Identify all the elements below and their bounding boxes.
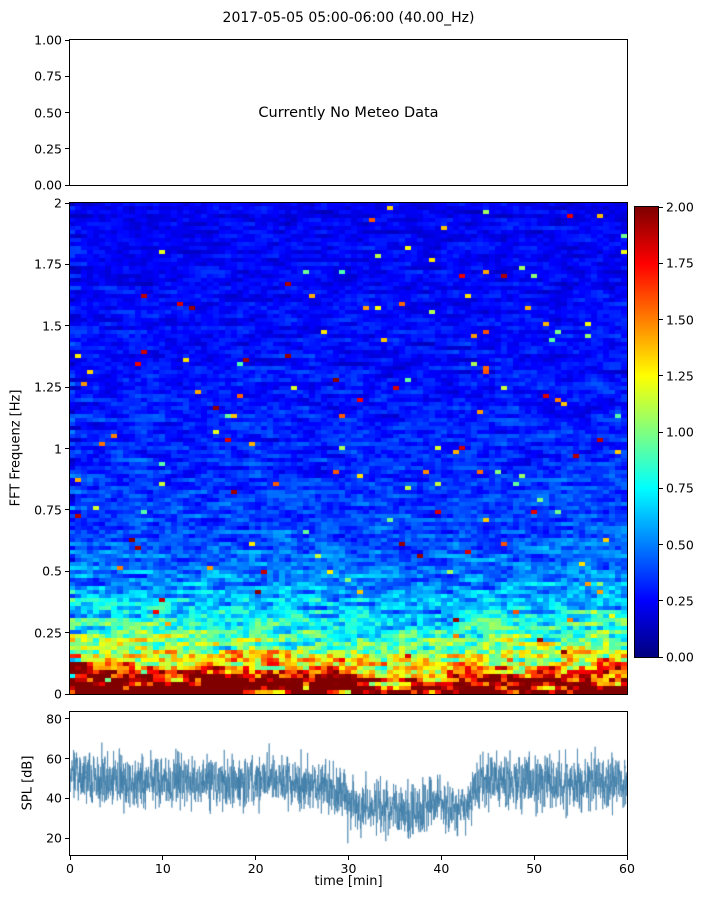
x-tick-mark (533, 856, 535, 860)
spectrogram-y-tick-label: 1 (54, 441, 62, 456)
colorbar-tick-mark (659, 206, 663, 208)
spectrogram-y-tick-mark (65, 448, 69, 449)
x-tick-mark (69, 856, 71, 860)
spectrogram-heatmap (70, 203, 627, 694)
x-tick-mark (162, 856, 164, 860)
spl-y-tick-mark (65, 797, 69, 799)
spl-y-tick-mark (65, 758, 69, 760)
x-axis-label: time [min] (314, 874, 383, 889)
spl-y-tick-label: 80 (46, 711, 62, 727)
colorbar-tick-label: 0.50 (666, 537, 694, 552)
x-tick-mark (255, 856, 257, 860)
meteo-y-tick-mark (65, 75, 69, 77)
meteo-y-tick-label: 0.75 (34, 68, 62, 84)
spectrogram-y-tick-label: 1.75 (34, 256, 62, 272)
spectrogram-y-tick-mark (65, 386, 69, 388)
spectrogram-y-tick-mark (65, 325, 69, 327)
colorbar-tick-mark (659, 431, 663, 433)
spl-y-tick-label: 20 (46, 830, 62, 846)
spectrogram-y-tick-mark (65, 509, 69, 511)
meteo-y-tick-mark (65, 39, 69, 41)
meteo-axes: Currently No Meteo Data (69, 39, 628, 186)
colorbar (634, 206, 659, 658)
x-tick-label: 10 (154, 861, 171, 876)
colorbar-tick-label: 0.75 (666, 480, 694, 496)
meteo-y-tick-mark (65, 148, 69, 150)
colorbar-tick-label: 0.25 (666, 593, 694, 609)
x-tick-mark (626, 856, 628, 860)
x-tick-label: 20 (247, 861, 264, 876)
spectrogram-y-tick-label: 2 (54, 195, 62, 211)
spectrogram-y-tick-label: 0.5 (42, 563, 62, 579)
meteo-y-tick-label: 0.25 (34, 141, 62, 157)
colorbar-tick-mark (659, 262, 663, 264)
colorbar-tick-mark (659, 375, 663, 377)
no-meteo-data-message: Currently No Meteo Data (258, 104, 439, 121)
spl-line-chart (70, 712, 627, 855)
spl-y-tick-mark (65, 837, 69, 839)
colorbar-tick-mark (659, 656, 663, 658)
spectrogram-y-tick-mark (65, 632, 69, 634)
spectrogram-y-tick-mark (65, 693, 69, 695)
colorbar-tick-mark (659, 544, 663, 545)
colorbar-tick-label: 2.00 (666, 199, 694, 215)
colorbar-gradient (635, 207, 658, 657)
spectrogram-y-tick-label: 1.25 (34, 379, 62, 395)
spectrogram-y-tick-mark (65, 263, 69, 265)
spectrogram-y-tick-label: 1.5 (42, 318, 62, 334)
meteo-y-tick-label: 0.50 (34, 105, 62, 120)
spl-y-tick-label: 60 (46, 751, 62, 767)
colorbar-tick-mark (659, 600, 663, 602)
spectrogram-axes (69, 202, 628, 695)
x-tick-label: 40 (433, 861, 450, 876)
spl-y-tick-mark (65, 718, 69, 720)
spectrogram-y-tick-mark (65, 570, 69, 572)
colorbar-tick-mark (659, 319, 663, 320)
colorbar-tick-mark (659, 487, 663, 489)
spl-y-tick-label: 40 (46, 790, 62, 806)
spectrogram-y-tick-mark (65, 202, 69, 204)
figure-title: 2017-05-05 05:00-06:00 (40.00_Hz) (222, 10, 475, 26)
x-tick-mark (348, 856, 349, 860)
x-tick-label: 30 (340, 861, 357, 876)
spectrogram-y-tick-label: 0 (54, 686, 62, 702)
colorbar-tick-label: 1.50 (666, 312, 694, 327)
colorbar-tick-label: 0.00 (666, 649, 694, 665)
spl-axes (69, 711, 628, 856)
colorbar-tick-label: 1.25 (666, 368, 694, 384)
colorbar-tick-label: 1.75 (666, 255, 694, 271)
x-tick-label: 60 (619, 861, 635, 876)
meteo-y-tick-label: 1.00 (34, 32, 62, 48)
meteo-y-tick-mark (65, 112, 69, 113)
x-tick-label: 0 (66, 861, 74, 876)
spectrogram-y-tick-label: 0.75 (34, 502, 62, 518)
meteo-y-tick-mark (65, 184, 69, 186)
spectrogram-y-tick-label: 0.25 (34, 625, 62, 641)
x-tick-label: 50 (526, 861, 543, 876)
colorbar-tick-label: 1.00 (666, 424, 694, 440)
x-tick-mark (440, 856, 442, 860)
meteo-y-tick-label: 0.00 (34, 177, 62, 193)
